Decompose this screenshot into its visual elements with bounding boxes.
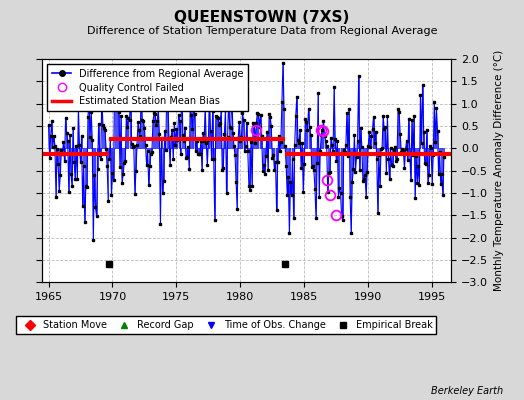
Legend: Station Move, Record Gap, Time of Obs. Change, Empirical Break: Station Move, Record Gap, Time of Obs. C… xyxy=(16,316,436,334)
Text: Difference of Station Temperature Data from Regional Average: Difference of Station Temperature Data f… xyxy=(87,26,437,36)
Y-axis label: Monthly Temperature Anomaly Difference (°C): Monthly Temperature Anomaly Difference (… xyxy=(494,50,504,291)
Text: Berkeley Earth: Berkeley Earth xyxy=(431,386,503,396)
Text: QUEENSTOWN (7XS): QUEENSTOWN (7XS) xyxy=(174,10,350,25)
